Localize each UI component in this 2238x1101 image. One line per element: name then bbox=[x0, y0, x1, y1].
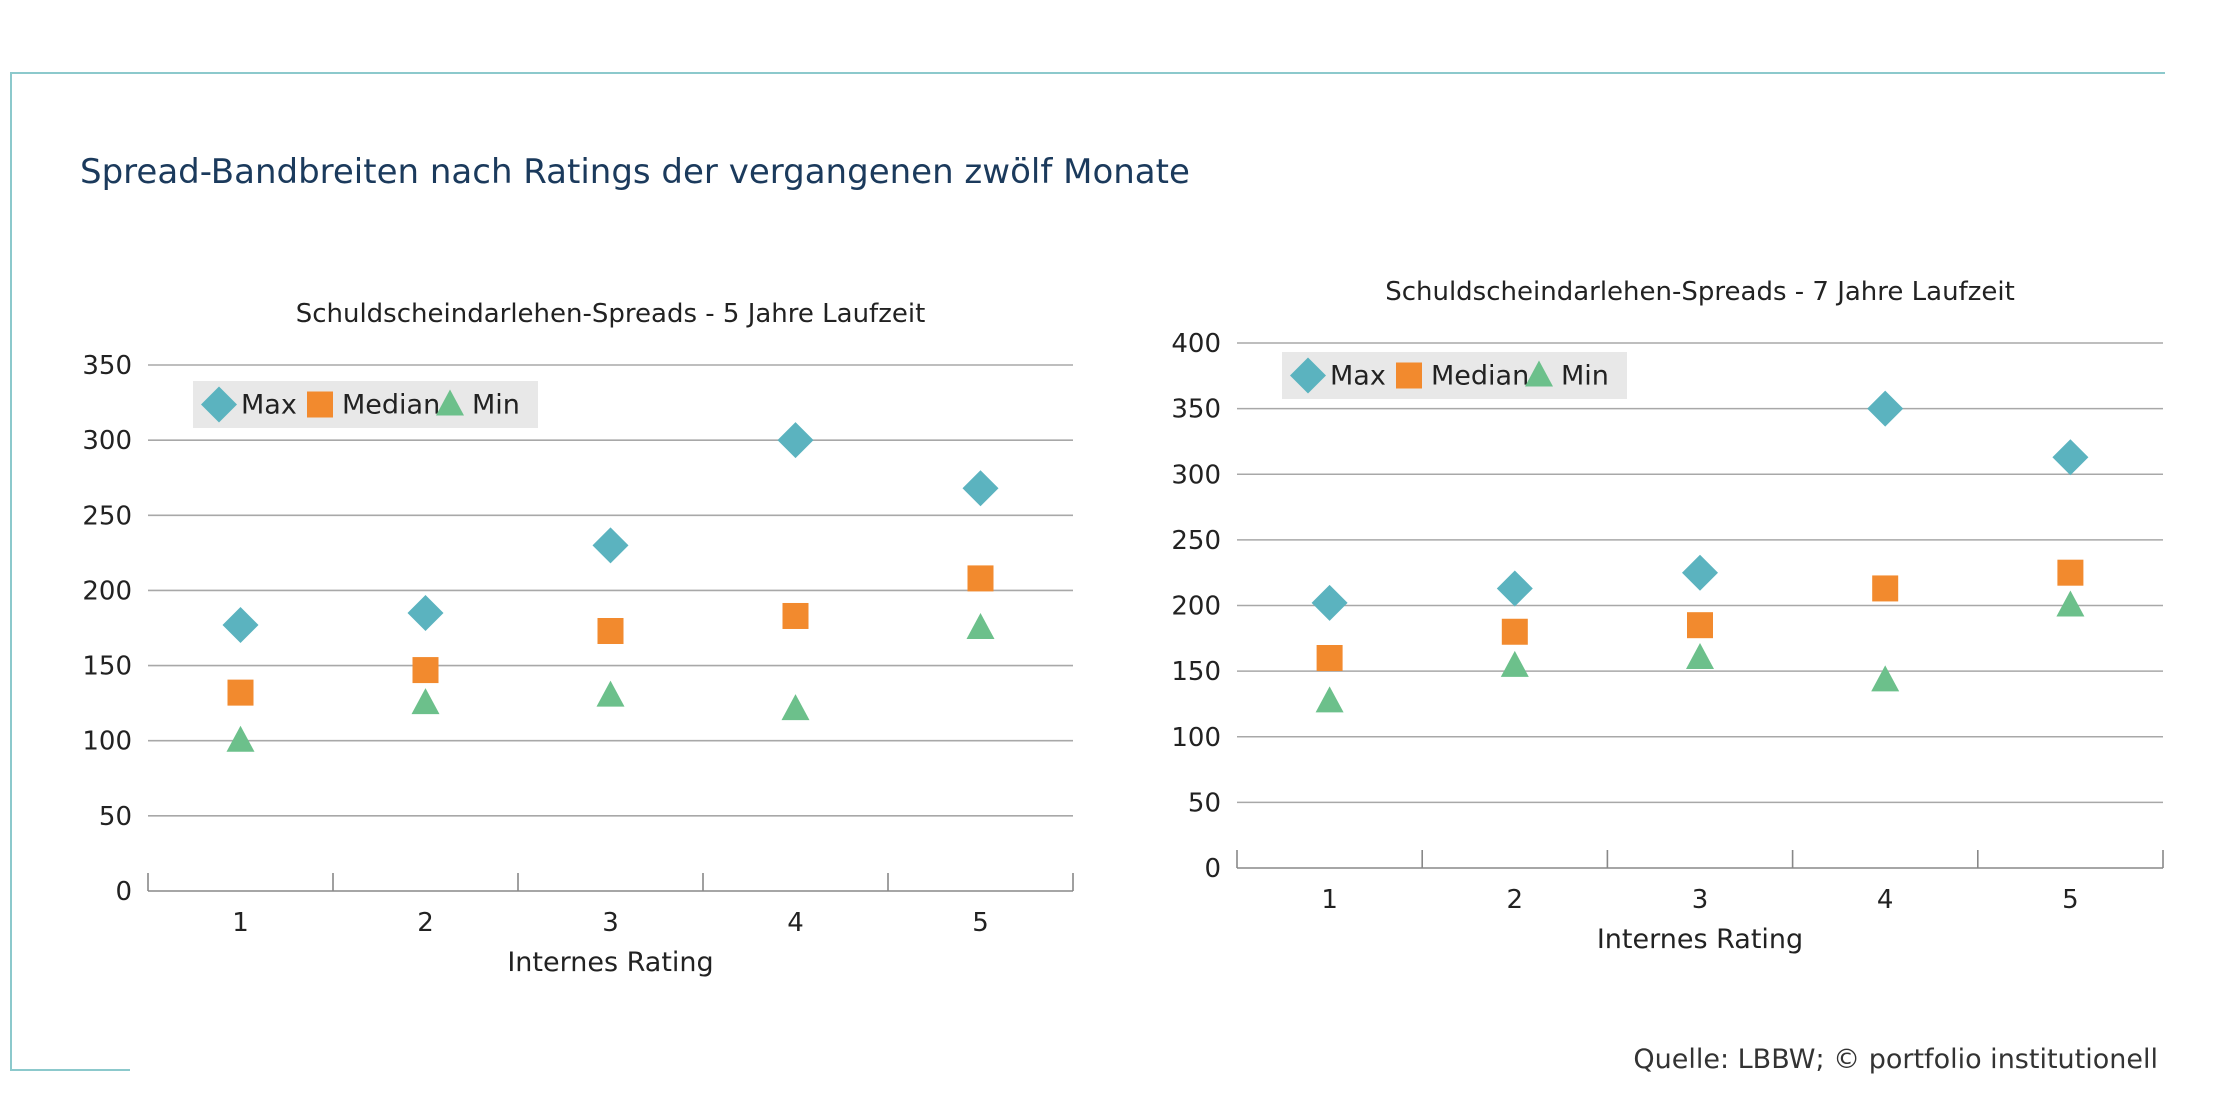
y-tick-label: 0 bbox=[1204, 854, 1221, 884]
data-point-max bbox=[1311, 584, 1348, 621]
data-point-min bbox=[1871, 665, 1900, 692]
data-point-min bbox=[226, 725, 255, 752]
y-tick-label: 150 bbox=[82, 652, 132, 682]
y-tick-label: 200 bbox=[82, 576, 132, 606]
y-tick-label: 50 bbox=[99, 802, 132, 832]
frame-left-border bbox=[10, 72, 12, 1070]
data-point-max bbox=[222, 606, 259, 643]
data-point-median bbox=[227, 679, 254, 706]
x-tick-label: 5 bbox=[2062, 885, 2079, 915]
x-tick-label: 2 bbox=[1507, 885, 1524, 915]
data-point-median bbox=[1687, 612, 1713, 639]
frame-top-border bbox=[10, 72, 2165, 74]
legend-label-max: Max bbox=[1330, 361, 1386, 392]
data-point-min bbox=[781, 694, 810, 721]
x-tick-label: 1 bbox=[1321, 885, 1338, 915]
data-point-max bbox=[962, 470, 999, 507]
chart-title: Schuldscheindarlehen-Spreads - 5 Jahre L… bbox=[296, 299, 926, 329]
legend-box bbox=[1282, 352, 1627, 399]
data-point-min bbox=[966, 613, 995, 639]
y-tick-label: 100 bbox=[1171, 723, 1221, 753]
data-point-median bbox=[597, 618, 624, 645]
data-point-median bbox=[782, 602, 809, 629]
data-point-median bbox=[412, 657, 439, 684]
data-point-max bbox=[1682, 554, 1718, 591]
y-tick-label: 200 bbox=[1171, 592, 1221, 622]
x-tick-label: 1 bbox=[232, 908, 249, 938]
y-tick-label: 300 bbox=[82, 426, 132, 456]
data-point-min bbox=[1500, 650, 1529, 677]
y-tick-label: 250 bbox=[82, 501, 132, 531]
data-point-min bbox=[2056, 590, 2085, 617]
legend-label-median: Median bbox=[342, 390, 440, 421]
chart-5-jahre: Schuldscheindarlehen-Spreads - 5 Jahre L… bbox=[82, 299, 1074, 978]
legend-marker-min bbox=[1525, 360, 1553, 387]
legend-marker-min bbox=[436, 389, 464, 416]
y-tick-label: 50 bbox=[1188, 788, 1221, 818]
frame-bottom-border bbox=[10, 1069, 130, 1071]
data-point-median bbox=[967, 565, 994, 592]
legend-label-min: Min bbox=[1561, 361, 1609, 392]
y-tick-label: 350 bbox=[1171, 395, 1221, 425]
y-tick-label: 0 bbox=[115, 877, 132, 907]
page-title: Spread-Bandbreiten nach Ratings der verg… bbox=[80, 152, 1190, 192]
y-tick-label: 250 bbox=[1171, 526, 1221, 556]
legend-box bbox=[193, 381, 538, 428]
data-point-median bbox=[1316, 645, 1343, 671]
x-tick-label: 2 bbox=[417, 908, 434, 938]
y-tick-label: 150 bbox=[1171, 657, 1221, 687]
data-point-max bbox=[407, 594, 444, 631]
source-note: Quelle: LBBW; © portfolio institutionell bbox=[1633, 1044, 2158, 1075]
data-point-max bbox=[592, 527, 629, 564]
x-tick-label: 4 bbox=[1877, 885, 1894, 915]
data-point-max bbox=[1867, 390, 1904, 427]
legend-label-median: Median bbox=[1431, 361, 1529, 392]
data-point-min bbox=[411, 688, 440, 715]
data-point-median bbox=[1872, 575, 1899, 602]
data-point-min bbox=[1686, 643, 1714, 669]
x-tick-label: 3 bbox=[1692, 885, 1709, 915]
y-tick-label: 400 bbox=[1171, 329, 1221, 359]
data-point-median bbox=[2057, 559, 2084, 586]
x-tick-label: 3 bbox=[602, 908, 619, 938]
legend-label-max: Max bbox=[241, 390, 297, 421]
legend-marker-median bbox=[1396, 362, 1422, 389]
data-point-max bbox=[1496, 570, 1533, 607]
x-tick-label: 4 bbox=[787, 908, 804, 938]
data-point-min bbox=[596, 680, 625, 707]
y-tick-label: 300 bbox=[1171, 460, 1221, 490]
chart-7-jahre: Schuldscheindarlehen-Spreads - 7 Jahre L… bbox=[1171, 277, 2164, 955]
data-point-median bbox=[1501, 618, 1528, 645]
chart-title: Schuldscheindarlehen-Spreads - 7 Jahre L… bbox=[1385, 277, 2015, 307]
y-tick-label: 100 bbox=[82, 727, 132, 757]
x-axis-label: Internes Rating bbox=[1597, 924, 1803, 955]
legend-marker-max bbox=[201, 386, 237, 423]
legend-marker-median bbox=[307, 391, 333, 418]
data-point-max bbox=[2052, 439, 2089, 476]
y-tick-label: 350 bbox=[82, 351, 132, 381]
x-tick-label: 5 bbox=[972, 908, 989, 938]
x-axis-label: Internes Rating bbox=[507, 947, 713, 978]
legend-label-min: Min bbox=[472, 390, 520, 421]
legend-marker-max bbox=[1290, 357, 1326, 394]
data-point-max bbox=[777, 422, 814, 459]
data-point-min bbox=[1315, 686, 1344, 713]
